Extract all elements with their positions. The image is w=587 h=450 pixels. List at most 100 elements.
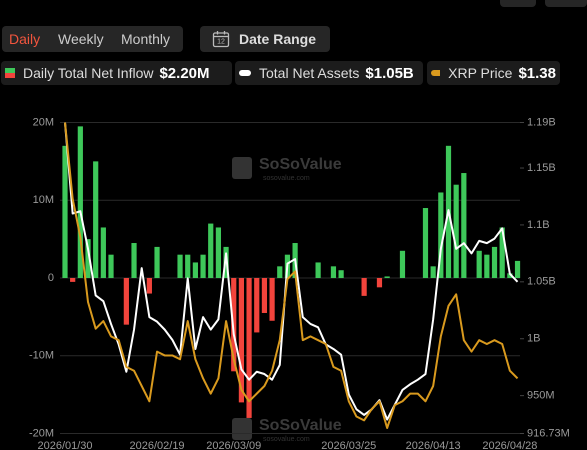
bar	[422, 208, 429, 278]
bar	[223, 246, 229, 278]
bar	[185, 254, 191, 278]
bar	[85, 239, 91, 278]
bar	[100, 227, 106, 278]
watermark-site: sosovalue.com	[263, 175, 310, 182]
bar	[131, 243, 137, 278]
bar	[192, 262, 198, 278]
y2-tick-label: 1.05B	[527, 276, 556, 288]
legend-item[interactable]: XRP Price $1.38	[427, 61, 560, 85]
y-tick-label: -10M	[29, 350, 54, 362]
bar	[146, 278, 152, 294]
calendar-icon: 12	[212, 31, 230, 48]
y-tick-label: 0	[48, 272, 54, 284]
calendar-day: 12	[217, 39, 225, 46]
bar	[376, 278, 383, 288]
legend-item[interactable]: Daily Total Net Inflow $2.20M	[1, 61, 232, 85]
legend-swatch	[239, 70, 251, 76]
x-tick-label: 2026/02/19	[130, 440, 185, 450]
legend-icon	[431, 70, 441, 76]
date-range-button[interactable]: 12 Date Range	[200, 26, 330, 52]
y-tick-label: 10M	[33, 194, 54, 206]
line	[64, 122, 519, 429]
date-range-label: Date Range	[239, 31, 317, 47]
bar	[246, 278, 252, 418]
bar	[269, 278, 275, 321]
y-tick-label: 20M	[33, 116, 54, 128]
bar	[215, 227, 221, 278]
watermark-site: sosovalue.com	[263, 436, 310, 443]
tab-monthly[interactable]: Monthly	[121, 31, 171, 47]
bar	[338, 270, 344, 278]
legend-swatch	[5, 73, 15, 78]
bar	[154, 246, 160, 278]
y2-tick-label: 1B	[527, 333, 540, 345]
bar	[238, 278, 245, 403]
bar	[292, 243, 298, 278]
bar	[123, 278, 129, 325]
bar	[177, 254, 183, 278]
tab-weekly[interactable]: Weekly	[58, 31, 104, 47]
bar	[93, 161, 99, 278]
legend-item[interactable]: Total Net Assets $1.05B	[235, 61, 423, 85]
bar	[108, 254, 114, 278]
bar	[277, 266, 283, 278]
bar	[284, 254, 291, 278]
y2-tick-label: 1.1B	[527, 219, 550, 231]
watermark-brand: SoSoValue	[259, 156, 342, 173]
bar	[208, 223, 214, 278]
legend-label: Total Net Assets	[259, 65, 360, 81]
legend-swatch	[5, 68, 15, 73]
bar	[476, 250, 482, 278]
calendar-frame	[212, 32, 230, 48]
x-tick-label: 2026/04/28	[482, 440, 537, 450]
x-tick-label: 2026/03/25	[321, 440, 376, 450]
y2-tick-label: 1.15B	[527, 162, 556, 174]
legend-icon	[239, 70, 251, 76]
legend-swatch	[431, 70, 441, 76]
legend-value: $1.38	[518, 64, 556, 82]
y-tick-label: -20M	[29, 427, 54, 439]
bar	[330, 266, 337, 278]
bar	[62, 145, 68, 278]
bar	[200, 254, 206, 278]
watermark-logo	[232, 418, 252, 440]
top-button[interactable]	[500, 0, 536, 7]
interval-tabs	[2, 26, 183, 52]
bar	[491, 246, 498, 278]
bar	[384, 276, 390, 278]
legend-label: XRP Price	[448, 65, 513, 81]
bar	[499, 227, 505, 278]
legend-label: Daily Total Net Inflow	[23, 65, 154, 81]
y2-tick-label: 950M	[527, 390, 555, 402]
bar	[77, 126, 83, 278]
top-button[interactable]	[545, 0, 587, 7]
bar	[453, 184, 459, 278]
legend-value: $1.05B	[365, 64, 414, 82]
y2-tick-label: 916.73M	[527, 427, 570, 439]
bar	[254, 278, 260, 333]
legend-icon	[5, 68, 15, 78]
x-tick-label: 2026/03/09	[206, 440, 261, 450]
bar	[361, 278, 367, 296]
tab-daily[interactable]: Daily	[9, 31, 41, 47]
watermark-logo	[232, 157, 252, 179]
watermark: SoSoValue sosovalue.com SoSoValue sosova…	[232, 156, 342, 443]
bar	[484, 254, 490, 278]
bar	[514, 260, 521, 278]
bar	[261, 278, 268, 313]
watermark-brand: SoSoValue	[259, 417, 342, 434]
y2-tick-label: 1.19B	[527, 116, 556, 128]
bar	[315, 262, 321, 278]
x-tick-label: 2026/01/30	[37, 440, 92, 450]
legend-value: $2.20M	[159, 64, 210, 82]
bar	[399, 250, 406, 278]
bar	[430, 266, 436, 278]
bar	[507, 273, 513, 278]
bar	[231, 278, 237, 372]
line	[64, 122, 519, 421]
bar	[445, 145, 452, 278]
bar	[461, 173, 467, 278]
bar	[438, 192, 444, 278]
x-tick-label: 2026/04/13	[406, 440, 461, 450]
